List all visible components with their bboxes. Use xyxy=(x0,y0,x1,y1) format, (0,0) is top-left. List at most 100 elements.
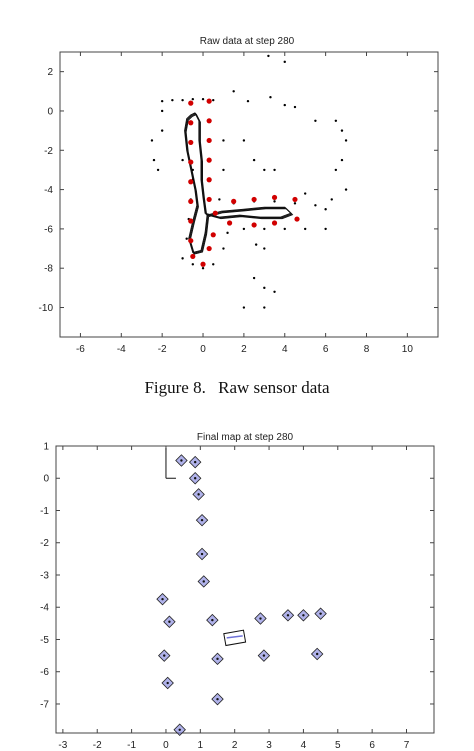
sensor-point xyxy=(218,198,221,201)
sensor-point xyxy=(263,286,266,290)
landmark-center xyxy=(193,460,197,464)
final-chart-title: Final map at step 280 xyxy=(197,432,294,443)
red-feature-point xyxy=(188,120,194,126)
sensor-point xyxy=(340,129,344,132)
x-tick-label: 3 xyxy=(266,740,272,751)
final-chart-ticks: -3 -2 -1 0 1 2 3 4 5 6 7 1 0 -1 -2 -3 -4 -5 -6 -7 xyxy=(40,442,434,751)
x-tick-label: 1 xyxy=(198,740,204,751)
sensor-point xyxy=(191,97,195,101)
sensor-point xyxy=(303,227,307,231)
sensor-point xyxy=(283,60,286,64)
landmark-center xyxy=(180,459,183,462)
red-feature-point xyxy=(231,198,237,204)
sensor-point xyxy=(283,227,286,231)
x-tick-label: -3 xyxy=(58,740,67,751)
sensor-point xyxy=(334,168,338,172)
sensor-point xyxy=(181,158,184,162)
landmark-center xyxy=(216,697,219,701)
sensor-point xyxy=(344,188,348,191)
red-feature-point xyxy=(294,216,300,222)
landmark-center xyxy=(202,580,205,583)
red-feature-point xyxy=(271,220,278,226)
sensor-point xyxy=(191,263,195,266)
sensor-point xyxy=(273,290,276,293)
y-tick-label: 0 xyxy=(47,106,53,117)
red-feature-point xyxy=(206,157,212,163)
red-feature-point xyxy=(188,100,194,106)
y-tick-label: -1 xyxy=(40,506,49,517)
figure-caption-label: Figure 8. xyxy=(144,378,206,397)
sensor-point xyxy=(226,231,229,235)
landmark-center xyxy=(193,477,197,480)
sensor-point xyxy=(263,168,266,172)
sensor-point xyxy=(152,158,156,162)
red-feature-point xyxy=(206,137,212,144)
sensor-point xyxy=(340,158,344,162)
sensor-point xyxy=(263,227,266,231)
sensor-point xyxy=(156,168,160,172)
red-feature-point xyxy=(200,261,206,267)
red-feature-point xyxy=(188,238,194,244)
sensor-point xyxy=(212,98,215,102)
red-feature-point xyxy=(206,196,212,203)
sensor-point xyxy=(171,98,174,102)
raw-data-chart: Raw data at step 280 -6 -4 -2 0 2 4 6 8 10 2 0 -2 -4… xyxy=(39,36,439,355)
landmark-center xyxy=(168,620,171,623)
sensor-point xyxy=(252,158,256,162)
landmark-center xyxy=(211,618,214,622)
y-tick-label: -4 xyxy=(44,185,53,196)
sensor-point xyxy=(242,227,246,231)
x-tick-label: 10 xyxy=(402,344,414,355)
red-feature-point xyxy=(206,98,212,104)
landmark-center xyxy=(262,654,266,657)
sensor-point xyxy=(269,96,272,99)
landmark-center xyxy=(200,518,204,522)
sensor-point xyxy=(263,247,266,250)
x-tick-label: 8 xyxy=(364,344,370,355)
y-tick-label: 2 xyxy=(47,67,53,78)
sensor-point xyxy=(293,202,297,205)
y-tick-label: -2 xyxy=(40,538,49,549)
sensor-point xyxy=(314,204,317,207)
sensor-point xyxy=(160,129,164,132)
red-feature-point xyxy=(190,253,196,260)
sensor-point xyxy=(324,227,327,231)
landmark-center xyxy=(302,614,305,617)
landmark-center xyxy=(178,728,181,731)
trajectory-line xyxy=(184,112,292,254)
red-feature-point xyxy=(188,139,194,146)
red-feature-point xyxy=(206,177,212,183)
sensor-point xyxy=(222,139,225,142)
landmark-center xyxy=(286,614,290,617)
x-tick-label: 4 xyxy=(301,740,307,751)
raw-chart-title: Raw data at step 280 xyxy=(200,36,295,47)
sensor-point xyxy=(201,267,205,270)
red-feature-point xyxy=(292,196,298,203)
y-tick-label: -10 xyxy=(39,303,54,314)
final-chart-marks xyxy=(156,448,327,736)
sensor-point xyxy=(246,99,250,103)
sensor-point xyxy=(181,257,184,260)
x-tick-label: 0 xyxy=(200,344,206,355)
y-tick-label: -5 xyxy=(40,635,49,646)
x-tick-label: -2 xyxy=(158,344,167,355)
sensor-point xyxy=(222,168,225,172)
sensor-point xyxy=(254,243,258,246)
sensor-point xyxy=(201,97,205,101)
landmark-center xyxy=(259,617,262,620)
y-tick-label: 1 xyxy=(43,442,49,453)
y-tick-label: -8 xyxy=(44,264,53,275)
robot-heading xyxy=(226,635,243,639)
x-tick-label: -1 xyxy=(127,740,136,751)
red-feature-point xyxy=(251,196,257,203)
red-feature-point xyxy=(251,222,257,228)
y-tick-label: 0 xyxy=(43,474,49,485)
landmark-center xyxy=(161,597,164,601)
raw-chart-ticks: -6 -4 -2 0 2 4 6 8 10 2 0 -2 -4 -6 -8 -10 xyxy=(39,52,438,355)
x-tick-label: 6 xyxy=(323,344,329,355)
sensor-point xyxy=(181,98,184,102)
y-tick-label: -6 xyxy=(44,224,53,235)
red-feature-point xyxy=(226,220,233,226)
landmark-center xyxy=(163,654,166,657)
sensor-point xyxy=(160,99,164,103)
